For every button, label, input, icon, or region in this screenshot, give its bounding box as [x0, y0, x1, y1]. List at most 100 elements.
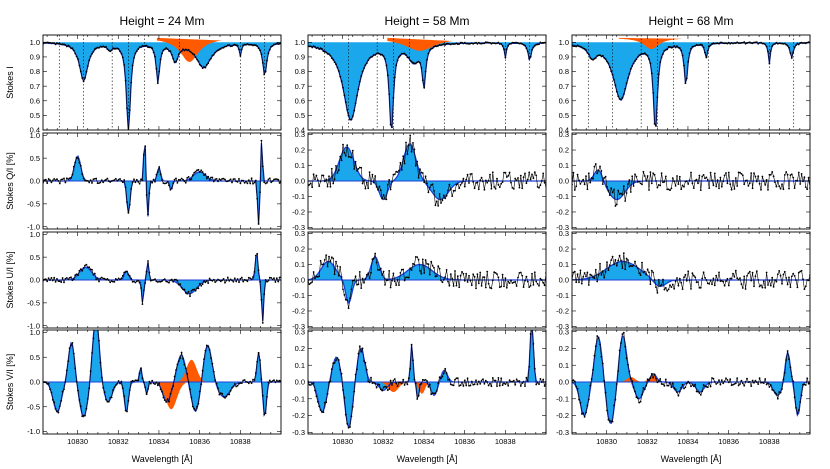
- data-point: [508, 171, 511, 174]
- data-point: [212, 53, 215, 56]
- data-point: [477, 188, 480, 191]
- y-tick-label: 0.7: [30, 82, 40, 91]
- data-point: [308, 283, 311, 286]
- data-point: [386, 183, 389, 186]
- data-point: [75, 380, 78, 383]
- data-point: [671, 46, 674, 49]
- data-point: [532, 284, 535, 286]
- data-point: [611, 420, 614, 423]
- data-point: [660, 283, 663, 286]
- data-point: [600, 355, 603, 358]
- data-point: [511, 187, 514, 189]
- data-point: [117, 380, 120, 382]
- data-point: [173, 61, 176, 64]
- data-point: [392, 173, 395, 176]
- data-point: [445, 269, 448, 271]
- data-point: [318, 48, 321, 50]
- data-point: [518, 42, 521, 45]
- y-tick-label: -0.1: [292, 394, 305, 403]
- data-point: [576, 173, 579, 176]
- data-point: [715, 42, 718, 45]
- data-point: [604, 175, 607, 178]
- data-point: [246, 43, 249, 45]
- data-point: [219, 392, 222, 395]
- data-point: [325, 178, 328, 181]
- data-point: [86, 398, 89, 400]
- data-point: [44, 178, 47, 181]
- data-point: [729, 378, 732, 381]
- data-point: [246, 182, 249, 185]
- data-point: [89, 268, 92, 271]
- data-point: [409, 59, 412, 62]
- data-point: [84, 77, 86, 79]
- data-point: [400, 268, 403, 271]
- emission-fill: [177, 359, 206, 382]
- data-point: [217, 49, 219, 52]
- data-point: [384, 198, 386, 200]
- observed-points: [308, 252, 546, 310]
- data-point: [47, 277, 50, 280]
- data-point: [452, 43, 455, 45]
- data-point: [56, 278, 58, 280]
- data-point: [385, 279, 388, 282]
- data-point: [193, 53, 196, 56]
- data-point: [212, 370, 215, 373]
- data-point: [398, 381, 400, 384]
- data-point: [58, 182, 61, 185]
- data-point: [729, 183, 732, 186]
- data-point: [114, 278, 117, 280]
- data-point: [321, 174, 323, 177]
- data-point: [274, 178, 277, 181]
- observed-line: [43, 252, 281, 323]
- data-point: [634, 390, 636, 393]
- data-point: [726, 379, 729, 381]
- data-point: [625, 357, 628, 360]
- y-tick-label: 0.8: [295, 67, 305, 76]
- data-point: [664, 175, 667, 178]
- data-point: [103, 179, 106, 182]
- data-point: [271, 45, 274, 47]
- data-point: [430, 184, 433, 186]
- data-point: [193, 288, 196, 291]
- data-point: [788, 46, 790, 49]
- data-point: [799, 401, 802, 403]
- data-point: [312, 271, 315, 273]
- data-point: [239, 182, 242, 185]
- data-point: [739, 42, 741, 45]
- data-point: [428, 49, 431, 51]
- y-tick-label: 1.0: [30, 131, 40, 140]
- data-point: [194, 170, 197, 173]
- data-point: [371, 382, 374, 384]
- data-point: [156, 171, 159, 174]
- data-point: [134, 181, 137, 184]
- data-point: [416, 256, 419, 258]
- data-point: [346, 144, 349, 147]
- data-point: [732, 42, 734, 45]
- data-point: [361, 182, 364, 185]
- data-point: [340, 372, 343, 375]
- data-point: [344, 298, 347, 301]
- data-point: [382, 270, 385, 273]
- data-point: [277, 43, 280, 45]
- data-point: [610, 420, 613, 423]
- data-point: [583, 47, 586, 50]
- data-point: [797, 43, 800, 46]
- data-point: [221, 177, 224, 180]
- data-point: [236, 181, 239, 183]
- data-point: [194, 289, 197, 292]
- data-point: [316, 400, 319, 403]
- data-point: [96, 277, 99, 280]
- data-point: [613, 263, 615, 266]
- data-point: [423, 272, 426, 274]
- y-tick-label: -0.1: [556, 394, 569, 403]
- data-point: [579, 45, 582, 48]
- data-point: [200, 169, 203, 172]
- data-point: [54, 281, 57, 283]
- data-point: [343, 151, 346, 154]
- data-point: [196, 287, 198, 290]
- data-point: [77, 157, 79, 160]
- observed-points: [572, 252, 810, 294]
- y-tick-label: 0.0: [30, 378, 40, 387]
- data-point: [725, 42, 727, 45]
- data-point: [445, 194, 448, 197]
